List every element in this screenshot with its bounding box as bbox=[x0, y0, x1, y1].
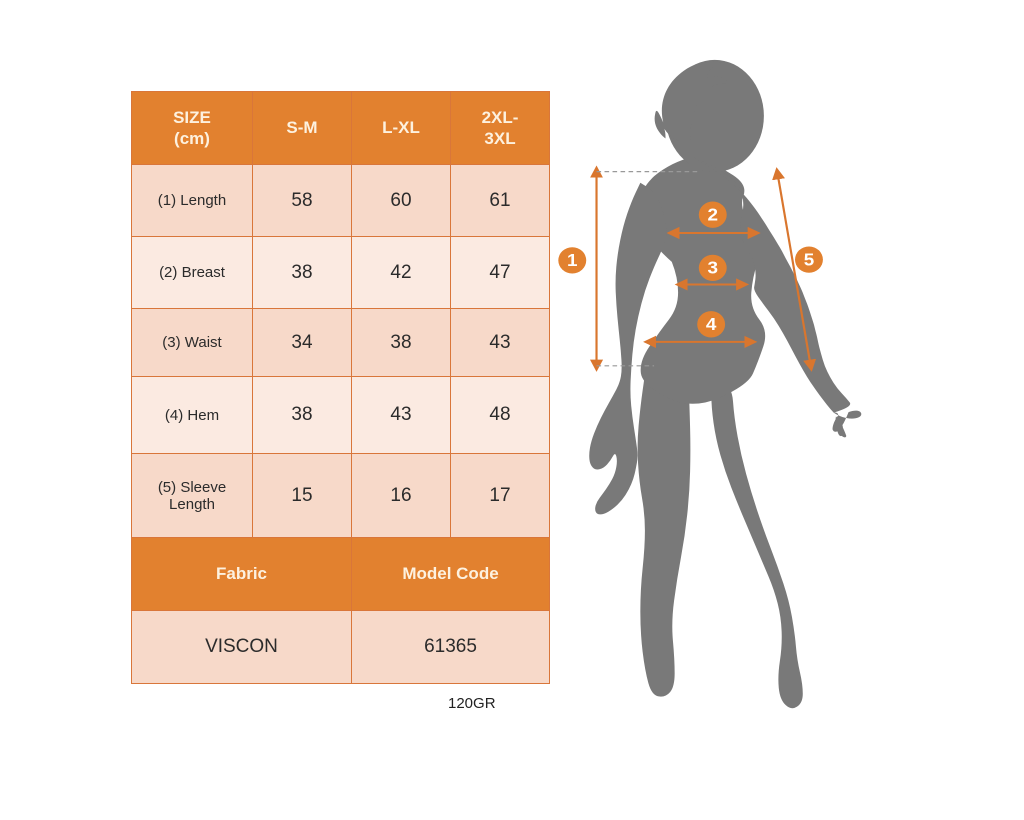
svg-text:3: 3 bbox=[707, 257, 718, 277]
svg-text:4: 4 bbox=[706, 314, 717, 334]
svg-text:1: 1 bbox=[567, 250, 578, 270]
svg-text:5: 5 bbox=[804, 249, 815, 269]
svg-text:2: 2 bbox=[707, 204, 718, 224]
